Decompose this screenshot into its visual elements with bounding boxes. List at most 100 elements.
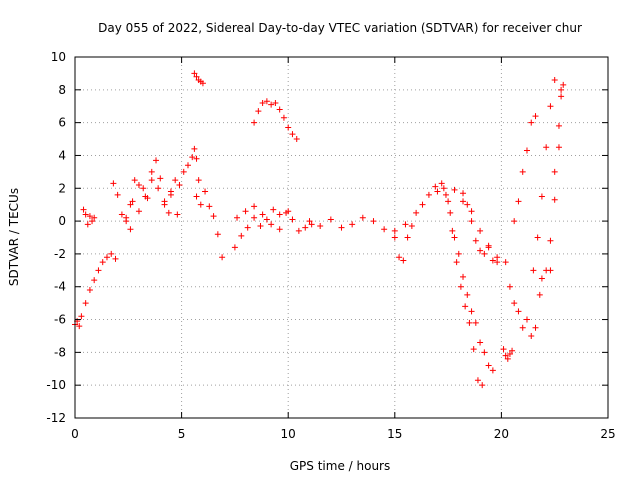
data-point: [489, 257, 496, 264]
data-point: [84, 221, 91, 228]
data-point: [86, 213, 93, 220]
data-point: [155, 185, 162, 192]
series-s09: [191, 70, 206, 87]
data-point: [280, 114, 287, 121]
data-point: [108, 250, 115, 257]
data-point: [123, 214, 130, 221]
y-tick-label: 6: [58, 116, 66, 130]
data-point: [349, 221, 356, 228]
y-tick-label: -10: [46, 378, 66, 392]
data-point: [511, 218, 518, 225]
data-point: [555, 144, 562, 151]
data-point: [306, 218, 313, 225]
data-point: [451, 234, 458, 241]
data-point: [509, 347, 516, 354]
data-point: [135, 208, 142, 215]
data-point: [528, 332, 535, 339]
data-point: [504, 355, 511, 362]
y-tick-label: -4: [54, 280, 66, 294]
data-point: [474, 377, 481, 384]
y-tick-label: -12: [46, 411, 66, 425]
data-point: [86, 287, 93, 294]
data-point: [466, 319, 473, 326]
data-point: [110, 180, 117, 187]
data-point: [558, 86, 565, 93]
x-tick-label: 0: [71, 427, 79, 441]
data-point: [231, 244, 238, 251]
data-point: [402, 221, 409, 228]
series-s12: [251, 98, 300, 143]
data-point: [468, 218, 475, 225]
data-point: [515, 198, 522, 205]
data-point: [118, 211, 125, 218]
data-point: [432, 183, 439, 190]
data-point: [193, 73, 200, 80]
data-point: [234, 214, 241, 221]
data-point: [381, 226, 388, 233]
data-point: [413, 209, 420, 216]
data-point: [129, 198, 136, 205]
data-point: [317, 223, 324, 230]
x-tick-label: 5: [178, 427, 186, 441]
y-tick-label: 8: [58, 83, 66, 97]
series-s16: [447, 209, 496, 374]
data-point: [538, 193, 545, 200]
data-point: [76, 323, 83, 330]
data-point: [285, 208, 292, 215]
data-point: [547, 237, 554, 244]
data-point: [419, 201, 426, 208]
data-point: [551, 76, 558, 83]
data-point: [244, 224, 251, 231]
data-point: [434, 188, 441, 195]
data-point: [91, 277, 98, 284]
series-s17: [434, 186, 501, 266]
data-point: [276, 106, 283, 113]
data-point: [289, 131, 296, 138]
data-point: [131, 177, 138, 184]
data-point: [536, 291, 543, 298]
data-point: [91, 214, 98, 221]
data-point: [464, 291, 471, 298]
x-axis-label: GPS time / hours: [290, 459, 391, 473]
data-point: [449, 227, 456, 234]
data-point: [404, 234, 411, 241]
data-point: [438, 180, 445, 187]
data-point: [238, 232, 245, 239]
data-point: [511, 300, 518, 307]
data-point: [184, 162, 191, 169]
data-point: [270, 206, 277, 213]
data-point: [359, 214, 366, 221]
data-point: [494, 254, 501, 261]
series-s19: [500, 346, 516, 362]
grid-lines: [75, 57, 608, 418]
data-markers: [72, 70, 567, 389]
data-point: [453, 259, 460, 266]
data-point: [523, 147, 530, 154]
y-tick-label: 10: [51, 50, 66, 64]
data-point: [257, 223, 264, 230]
data-point: [112, 255, 119, 262]
x-tick-label: 15: [387, 427, 402, 441]
data-point: [502, 259, 509, 266]
data-point: [242, 208, 249, 215]
data-point: [285, 124, 292, 131]
data-point: [172, 177, 179, 184]
data-point: [479, 382, 486, 389]
data-point: [148, 168, 155, 175]
data-point: [180, 168, 187, 175]
data-point: [462, 303, 469, 310]
data-point: [530, 267, 537, 274]
data-point: [103, 254, 110, 261]
data-point: [82, 211, 89, 218]
data-point: [276, 226, 283, 233]
data-point: [165, 209, 172, 216]
data-point: [519, 324, 526, 331]
data-point: [293, 136, 300, 143]
data-point: [370, 218, 377, 225]
series-s02: [80, 206, 98, 228]
data-point: [259, 211, 266, 218]
data-point: [302, 224, 309, 231]
data-point: [451, 186, 458, 193]
series-s03: [82, 250, 119, 307]
data-point: [191, 145, 198, 152]
